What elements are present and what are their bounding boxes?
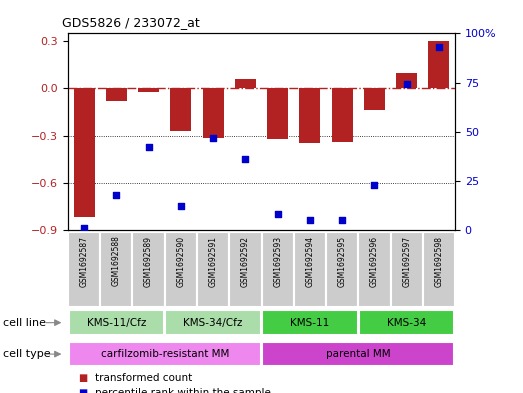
Bar bbox=[262, 310, 358, 335]
Point bbox=[177, 203, 185, 209]
Point bbox=[144, 144, 153, 151]
Text: percentile rank within the sample: percentile rank within the sample bbox=[95, 388, 271, 393]
Bar bbox=[202, 88, 224, 138]
Text: KMS-34/Cfz: KMS-34/Cfz bbox=[184, 318, 243, 328]
Point bbox=[112, 191, 120, 198]
Bar bbox=[423, 232, 455, 307]
Bar bbox=[197, 232, 229, 307]
Bar bbox=[69, 342, 261, 366]
Text: parental MM: parental MM bbox=[326, 349, 391, 359]
Text: GSM1692594: GSM1692594 bbox=[305, 235, 314, 287]
Bar bbox=[391, 232, 423, 307]
Point bbox=[370, 182, 379, 188]
Text: GSM1692596: GSM1692596 bbox=[370, 235, 379, 287]
Text: GSM1692589: GSM1692589 bbox=[144, 235, 153, 286]
Bar bbox=[332, 88, 353, 142]
Text: GSM1692598: GSM1692598 bbox=[435, 235, 444, 286]
Point bbox=[403, 81, 411, 88]
Point bbox=[435, 44, 443, 50]
Text: transformed count: transformed count bbox=[95, 373, 192, 383]
Bar bbox=[326, 232, 358, 307]
Bar bbox=[170, 88, 191, 131]
Bar bbox=[262, 232, 294, 307]
Point bbox=[274, 211, 282, 217]
Text: KMS-11: KMS-11 bbox=[290, 318, 329, 328]
Bar bbox=[267, 88, 288, 139]
Bar bbox=[165, 232, 197, 307]
Text: KMS-34: KMS-34 bbox=[387, 318, 426, 328]
Text: GSM1692591: GSM1692591 bbox=[209, 235, 218, 286]
Bar bbox=[106, 88, 127, 101]
Text: KMS-11/Cfz: KMS-11/Cfz bbox=[87, 318, 146, 328]
Bar bbox=[229, 232, 262, 307]
Point bbox=[80, 225, 88, 231]
Text: carfilzomib-resistant MM: carfilzomib-resistant MM bbox=[100, 349, 229, 359]
Text: GSM1692595: GSM1692595 bbox=[338, 235, 347, 287]
Text: cell line: cell line bbox=[3, 318, 46, 328]
Text: GSM1692593: GSM1692593 bbox=[273, 235, 282, 287]
Bar bbox=[69, 310, 164, 335]
Point bbox=[338, 217, 346, 223]
Bar bbox=[294, 232, 326, 307]
Bar bbox=[235, 79, 256, 88]
Bar bbox=[132, 232, 165, 307]
Point bbox=[305, 217, 314, 223]
Bar bbox=[428, 41, 449, 88]
Bar bbox=[138, 88, 159, 92]
Bar bbox=[364, 88, 385, 110]
Bar bbox=[165, 310, 261, 335]
Bar bbox=[358, 232, 391, 307]
Text: GSM1692597: GSM1692597 bbox=[402, 235, 411, 287]
Bar bbox=[100, 232, 132, 307]
Point bbox=[241, 156, 249, 162]
Bar bbox=[68, 232, 100, 307]
Text: GSM1692592: GSM1692592 bbox=[241, 235, 250, 286]
Text: cell type: cell type bbox=[3, 349, 50, 359]
Text: GSM1692590: GSM1692590 bbox=[176, 235, 185, 287]
Text: GSM1692587: GSM1692587 bbox=[79, 235, 88, 286]
Bar bbox=[74, 88, 95, 217]
Point bbox=[209, 134, 218, 141]
Bar bbox=[396, 73, 417, 88]
Text: ■: ■ bbox=[78, 388, 88, 393]
Text: GSM1692588: GSM1692588 bbox=[112, 235, 121, 286]
Text: ■: ■ bbox=[78, 373, 88, 383]
Text: GDS5826 / 233072_at: GDS5826 / 233072_at bbox=[62, 17, 200, 29]
Bar bbox=[359, 310, 454, 335]
Bar bbox=[299, 88, 321, 143]
Bar bbox=[262, 342, 454, 366]
